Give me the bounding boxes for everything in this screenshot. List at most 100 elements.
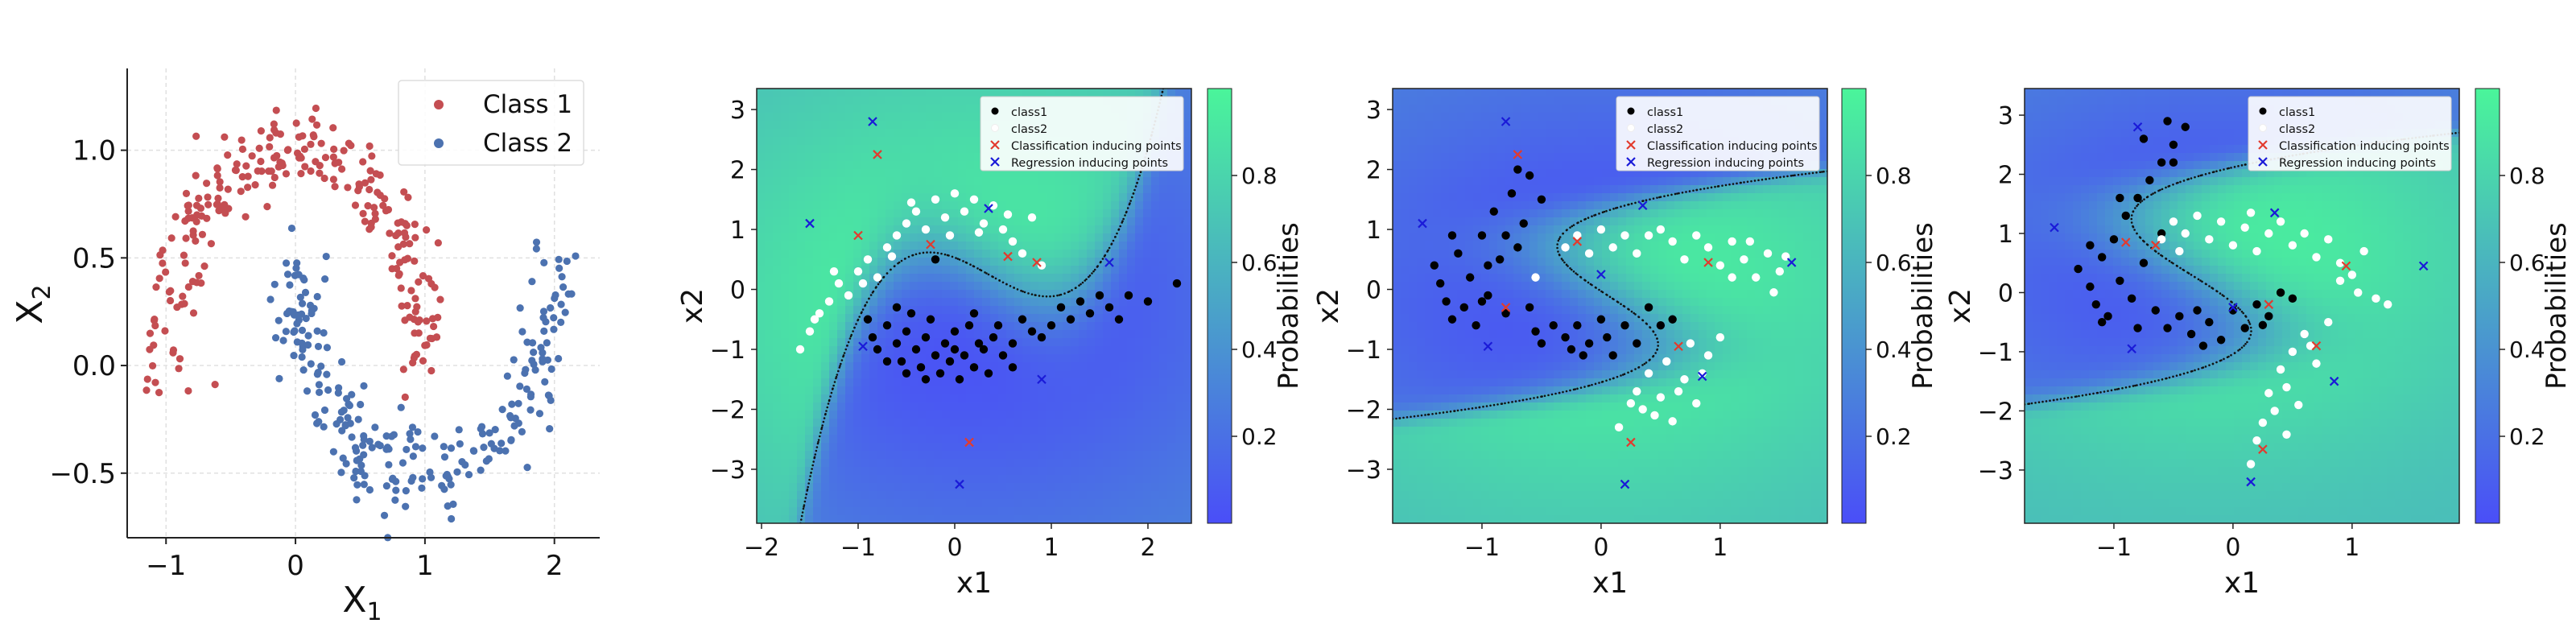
- probability-cell: [1530, 201, 1538, 210]
- probability-cell: [1159, 491, 1168, 500]
- probability-cell: [845, 483, 854, 492]
- probability-cell: [934, 137, 943, 146]
- probability-cell: [1103, 419, 1112, 427]
- probability-cell: [837, 394, 846, 403]
- probability-cell: [934, 491, 943, 500]
- probability-cell: [894, 402, 902, 411]
- probability-cell: [1538, 282, 1546, 291]
- probability-cell: [934, 274, 943, 283]
- probability-cell: [1425, 435, 1434, 444]
- probability-cell: [861, 217, 870, 226]
- probability-cell: [869, 378, 878, 387]
- probability-cell: [894, 362, 902, 371]
- probability-cell: [1127, 354, 1136, 363]
- probability-cell: [990, 177, 999, 186]
- probability-cell: [958, 233, 967, 242]
- probability-cell: [869, 467, 878, 476]
- probability-cell: [1071, 362, 1080, 371]
- probability-cell: [910, 459, 919, 468]
- boundary-dot: [985, 272, 988, 275]
- probability-cell: [926, 402, 935, 411]
- probability-cell: [757, 137, 766, 146]
- probability-cell: [1546, 370, 1554, 379]
- probability-cell: [1393, 402, 1402, 411]
- probability-cell: [877, 274, 886, 283]
- class1-point: [1056, 303, 1066, 312]
- class2-point: [448, 514, 456, 523]
- probability-cell: [1489, 121, 1498, 130]
- probability-cell: [1530, 225, 1538, 234]
- probability-cell: [1465, 209, 1474, 218]
- probability-cell: [894, 169, 902, 178]
- probability-cell: [1401, 217, 1410, 226]
- class1-point: [189, 227, 197, 235]
- class2-point: [523, 338, 531, 346]
- probability-cell: [910, 314, 919, 323]
- class1-point: [165, 288, 173, 296]
- probability-cell: [813, 145, 822, 154]
- probability-cell: [1554, 225, 1563, 234]
- probability-cell: [974, 242, 983, 250]
- colorbar-tick-label: 0.4: [1241, 336, 1278, 363]
- probability-cell: [886, 330, 894, 339]
- probability-cell: [1135, 491, 1144, 500]
- probability-cell: [950, 201, 959, 210]
- probability-cell: [853, 169, 862, 178]
- probability-cell: [1513, 298, 1522, 307]
- probability-cell: [1038, 402, 1047, 411]
- probability-cell: [1538, 113, 1546, 122]
- probability-cell: [910, 435, 919, 444]
- probability-cell: [1401, 467, 1410, 476]
- probability-cell: [1014, 338, 1023, 347]
- probability-cell: [902, 411, 910, 419]
- probability-cell: [1465, 386, 1474, 395]
- class2-point: [308, 309, 316, 318]
- probability-cell: [1135, 419, 1144, 427]
- probability-cell: [1538, 394, 1546, 403]
- class2-point: [304, 332, 312, 340]
- probability-cell: [1095, 378, 1104, 387]
- probability-cell: [1417, 201, 1426, 210]
- probability-cell: [918, 290, 927, 299]
- probability-cell: [934, 451, 943, 460]
- probability-cell: [1489, 266, 1498, 275]
- probability-cell: [1457, 515, 1466, 523]
- probability-cell: [1457, 338, 1466, 347]
- probability-cell: [1014, 330, 1023, 339]
- probability-cell: [1433, 378, 1442, 387]
- probability-cell: [1135, 193, 1144, 202]
- probability-cell: [1119, 338, 1128, 347]
- probability-cell: [1513, 282, 1522, 291]
- probability-cell: [1554, 435, 1563, 444]
- probability-cell: [974, 451, 983, 460]
- probability-cell: [1087, 314, 1096, 323]
- probability-cell: [1513, 105, 1522, 114]
- probability-cell: [805, 242, 814, 250]
- probability-cell: [886, 185, 894, 194]
- probability-cell: [773, 266, 782, 275]
- probability-cell: [1449, 483, 1458, 492]
- probability-cell: [1183, 290, 1191, 299]
- probability-cell: [837, 515, 846, 523]
- probability-cell: [894, 105, 902, 114]
- probability-cell: [942, 193, 951, 202]
- probability-cell: [1425, 209, 1434, 218]
- probability-cell: [1513, 258, 1522, 266]
- probability-cell: [1046, 411, 1055, 419]
- probability-cell: [910, 193, 919, 202]
- probability-cell: [1457, 225, 1466, 234]
- probability-cell: [942, 451, 951, 460]
- probability-cell: [1038, 507, 1047, 516]
- probability-cell: [1521, 298, 1530, 307]
- probability-cell: [1022, 177, 1031, 186]
- probability-cell: [918, 185, 927, 194]
- class2-point: [323, 344, 332, 352]
- probability-cell: [1046, 185, 1055, 194]
- class2-point: [313, 370, 321, 378]
- probability-cell: [1513, 338, 1522, 347]
- probability-cell: [1063, 201, 1071, 210]
- probability-cell: [1409, 419, 1418, 427]
- probability-cell: [861, 233, 870, 242]
- probability-cell: [1449, 451, 1458, 460]
- probability-cell: [821, 443, 830, 452]
